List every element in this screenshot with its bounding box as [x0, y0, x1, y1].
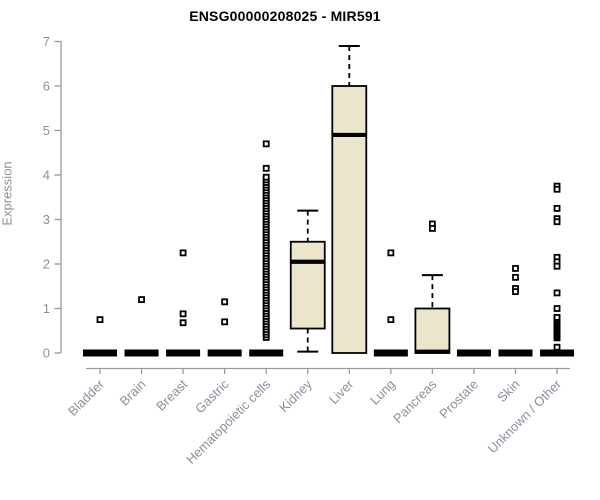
x-category-label-brain: Brain [117, 377, 149, 409]
category-group-bladder [83, 316, 117, 357]
outlier-point [428, 224, 436, 232]
outlier-point [221, 298, 229, 306]
outlier-point [221, 318, 229, 326]
category-group-liver [331, 44, 368, 354]
category-group-skin [498, 265, 533, 357]
outlier-point [179, 249, 187, 257]
x-category-label-lung: Lung [367, 377, 398, 408]
collapsed-box [456, 349, 491, 357]
outlier-point [553, 289, 561, 297]
outlier-point [512, 273, 519, 281]
x-category-label-liver: Liver [326, 376, 357, 407]
outlier-point [553, 185, 561, 193]
box [331, 85, 368, 354]
x-category-label-pancreas: Pancreas [390, 376, 440, 426]
category-group-breast [166, 249, 201, 357]
outlier-point [512, 288, 519, 295]
box [414, 307, 451, 354]
y-tick-label: 3 [43, 212, 50, 227]
outlier-point [512, 265, 519, 272]
x-category-label-skin: Skin [494, 377, 522, 405]
collapsed-box [540, 349, 575, 357]
x-category-label-bladder: Bladder [65, 376, 108, 419]
outlier-point [553, 218, 561, 226]
category-group-gastric [207, 298, 242, 357]
outlier-point [387, 316, 395, 324]
collapsed-box [373, 349, 408, 357]
x-category-label-prostate: Prostate [436, 377, 481, 422]
outlier-point [262, 164, 270, 172]
outlier-point [179, 310, 187, 318]
outlier-point [96, 316, 104, 324]
outlier-point [553, 343, 561, 351]
y-tick-label: 6 [43, 79, 50, 94]
outlier-point [553, 204, 561, 212]
outlier-point [553, 262, 561, 270]
y-tick-label: 5 [43, 123, 50, 138]
box [289, 240, 326, 330]
collapsed-box [166, 349, 201, 357]
outlier-point [553, 305, 561, 312]
chart-title: ENSG00000208025 - MIR591 [189, 8, 381, 24]
outlier-point [387, 249, 395, 257]
x-category-label-gastric: Gastric [192, 376, 232, 416]
category-group-pancreas [414, 220, 451, 354]
category-group-unknown-other [540, 182, 575, 357]
outlier-point [262, 173, 270, 181]
y-tick-label: 0 [43, 346, 50, 361]
outlier-point [553, 313, 561, 321]
outlier-point [179, 319, 187, 327]
y-tick-label: 2 [43, 257, 50, 272]
x-category-label-breast: Breast [153, 376, 190, 413]
y-tick-label: 7 [43, 34, 50, 49]
category-group-lung [373, 249, 408, 357]
collapsed-box [83, 349, 117, 357]
x-category-label-unknown-other: Unknown / Other [485, 376, 565, 456]
y-tick-label: 1 [43, 301, 50, 316]
category-group-hematopoietic-cells [249, 140, 284, 357]
y-tick-label: 4 [43, 168, 50, 183]
category-group-prostate [456, 349, 491, 357]
category-group-kidney [289, 209, 326, 353]
collapsed-box [498, 349, 533, 357]
collapsed-box [207, 349, 242, 357]
x-category-label-kidney: Kidney [276, 376, 315, 415]
outlier-point [262, 140, 270, 148]
collapsed-box [249, 349, 284, 357]
collapsed-box [124, 349, 159, 357]
category-group-brain [124, 296, 159, 357]
outlier-point [138, 296, 145, 304]
